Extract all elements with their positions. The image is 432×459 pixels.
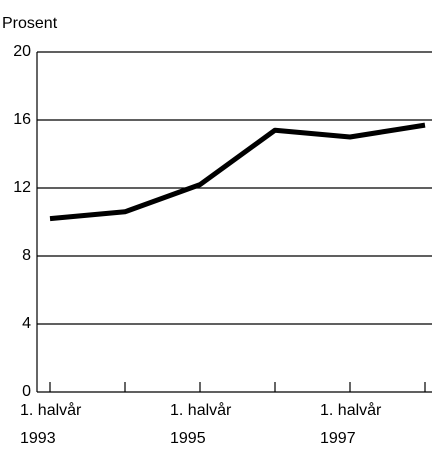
y-tick-label: 0 (22, 383, 31, 400)
y-tick-label: 16 (13, 111, 31, 128)
y-tick-label: 12 (13, 179, 31, 196)
x-tick-label: 1. halvår 1997 (320, 402, 382, 447)
x-tick-label: 1. halvår 1995 (170, 402, 232, 447)
y-tick-label: 4 (22, 315, 31, 332)
y-tick-label: 8 (22, 247, 31, 264)
y-axis-label: Prosent (2, 15, 58, 32)
x-tick-label: 1. halvår 1993 (20, 402, 82, 447)
line (49, 122, 426, 222)
y-tick-label: 20 (13, 43, 31, 60)
